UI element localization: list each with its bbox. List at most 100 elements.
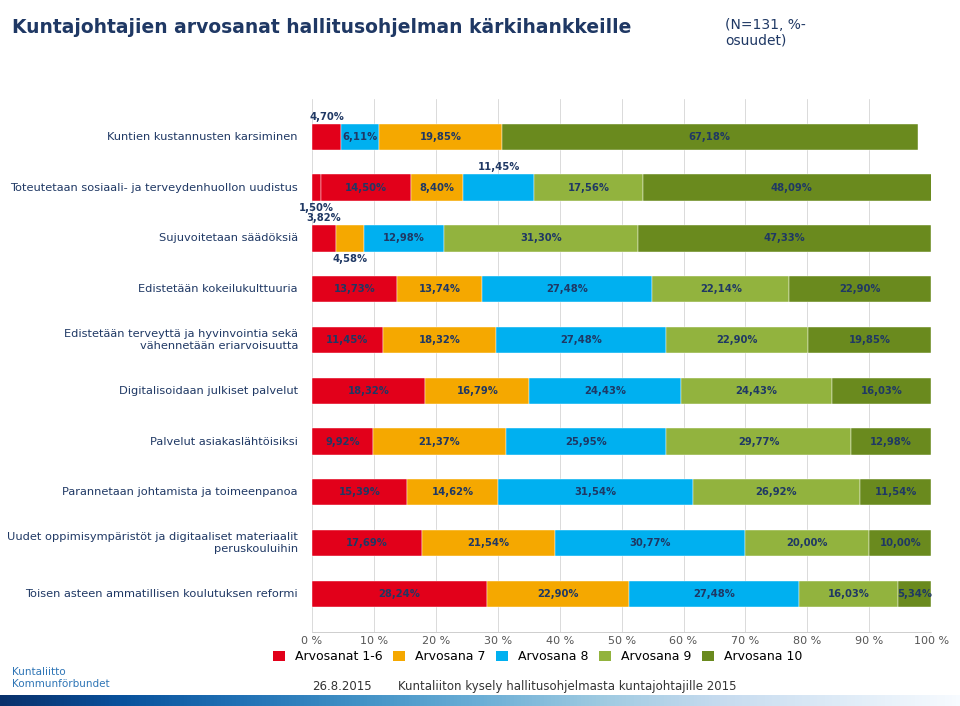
Bar (808, 327, 931, 353)
Text: 27,48%: 27,48% (561, 335, 602, 345)
Bar (851, 429, 931, 455)
Text: 16,03%: 16,03% (828, 589, 870, 599)
Text: 26,92%: 26,92% (756, 487, 797, 497)
Text: 3,82%: 3,82% (306, 213, 341, 223)
Text: 6,11%: 6,11% (343, 132, 377, 142)
Bar (487, 580, 629, 607)
Text: Toteutetaan sosiaali- ja terveydenhuollon uudistus: Toteutetaan sosiaali- ja terveydenhuollo… (11, 183, 298, 193)
Text: 9,92%: 9,92% (325, 436, 360, 446)
Bar (379, 124, 502, 150)
Bar (534, 174, 642, 201)
Bar (693, 479, 860, 505)
Legend: Arvosanat 1-6, Arvosana 7, Arvosana 8, Arvosana 9, Arvosana 10: Arvosanat 1-6, Arvosana 7, Arvosana 8, A… (268, 645, 807, 668)
Text: 12,98%: 12,98% (870, 436, 912, 446)
Text: 28,24%: 28,24% (378, 589, 420, 599)
Text: 26.8.2015: 26.8.2015 (312, 681, 372, 693)
Bar (411, 174, 463, 201)
Text: 29,77%: 29,77% (738, 436, 780, 446)
Bar (799, 580, 898, 607)
Bar (506, 429, 666, 455)
Text: 14,50%: 14,50% (345, 183, 387, 193)
Bar (860, 479, 931, 505)
Bar (666, 327, 808, 353)
Text: Edistetään terveyttä ja hyvinvointia sekä
vähennetään eriarvoisuutta: Edistetään terveyttä ja hyvinvointia sek… (64, 329, 298, 351)
Text: 11,45%: 11,45% (326, 335, 369, 345)
Bar (745, 530, 870, 556)
Text: 10,00%: 10,00% (879, 538, 921, 548)
Text: Uudet oppimisympäristöt ja digitaaliset materiaalit
peruskouluihin: Uudet oppimisympäristöt ja digitaaliset … (7, 532, 298, 554)
Text: 4,70%: 4,70% (309, 112, 344, 121)
Text: 31,54%: 31,54% (574, 487, 616, 497)
Text: 4,58%: 4,58% (332, 253, 368, 263)
Bar (341, 124, 379, 150)
Text: 14,62%: 14,62% (431, 487, 473, 497)
Text: 27,48%: 27,48% (693, 589, 734, 599)
Text: Toisen asteen ammatillisen koulutuksen reformi: Toisen asteen ammatillisen koulutuksen r… (25, 589, 298, 599)
Bar (312, 174, 322, 201)
Text: 25,95%: 25,95% (565, 436, 607, 446)
Text: 22,90%: 22,90% (839, 285, 881, 294)
Bar (407, 479, 498, 505)
Text: 21,54%: 21,54% (468, 538, 510, 548)
Bar (642, 174, 941, 201)
Text: 1,50%: 1,50% (300, 203, 334, 213)
Text: Kuntaliitto
Kommunförbundet: Kuntaliitto Kommunförbundet (12, 667, 110, 689)
Text: 17,56%: 17,56% (567, 183, 610, 193)
Text: 27,48%: 27,48% (546, 285, 588, 294)
Bar (832, 378, 931, 404)
Text: 22,14%: 22,14% (700, 285, 742, 294)
Bar (312, 530, 421, 556)
Text: 13,74%: 13,74% (419, 285, 461, 294)
Text: 19,85%: 19,85% (849, 335, 891, 345)
Text: 17,69%: 17,69% (346, 538, 388, 548)
Bar (383, 327, 496, 353)
Text: osuudet): osuudet) (725, 34, 786, 48)
Text: 20,00%: 20,00% (786, 538, 828, 548)
Text: 8,40%: 8,40% (420, 183, 455, 193)
Bar (336, 225, 364, 251)
Bar (529, 378, 681, 404)
Text: Edistetään kokeilukulttuuria: Edistetään kokeilukulttuuria (138, 285, 298, 294)
Bar (898, 580, 931, 607)
Text: 21,37%: 21,37% (419, 436, 461, 446)
Text: 18,32%: 18,32% (348, 385, 390, 396)
Bar (629, 580, 799, 607)
Bar (425, 378, 529, 404)
Text: (N=131, %-: (N=131, %- (725, 18, 805, 32)
Text: 24,43%: 24,43% (735, 385, 778, 396)
Text: Kuntaliiton kysely hallitusohjelmasta kuntajohtajille 2015: Kuntaliiton kysely hallitusohjelmasta ku… (398, 681, 737, 693)
Bar (364, 225, 444, 251)
Text: Kuntajohtajien arvosanat hallitusohjelman kärkihankkeille: Kuntajohtajien arvosanat hallitusohjelma… (12, 18, 632, 37)
Text: 5,34%: 5,34% (897, 589, 932, 599)
Text: 13,73%: 13,73% (334, 285, 375, 294)
Bar (312, 276, 397, 302)
Bar (652, 276, 789, 302)
Text: 48,09%: 48,09% (771, 183, 812, 193)
Bar (482, 276, 652, 302)
Text: 31,30%: 31,30% (520, 234, 563, 244)
Bar (502, 124, 918, 150)
Bar (496, 327, 666, 353)
Bar (322, 174, 411, 201)
Text: 11,54%: 11,54% (875, 487, 917, 497)
Bar (870, 530, 931, 556)
Text: 12,98%: 12,98% (383, 234, 425, 244)
Text: 67,18%: 67,18% (689, 132, 731, 142)
Bar (312, 580, 487, 607)
Bar (312, 378, 425, 404)
Bar (444, 225, 638, 251)
Text: 16,79%: 16,79% (457, 385, 498, 396)
Bar (312, 327, 383, 353)
Bar (638, 225, 931, 251)
Bar (789, 276, 931, 302)
Text: 19,85%: 19,85% (420, 132, 462, 142)
Bar (312, 124, 341, 150)
Bar (463, 174, 534, 201)
Bar (498, 479, 693, 505)
Text: 16,03%: 16,03% (860, 385, 902, 396)
Bar (666, 429, 851, 455)
Bar (397, 276, 482, 302)
Text: 11,45%: 11,45% (477, 162, 519, 172)
Text: 15,39%: 15,39% (339, 487, 380, 497)
Bar (373, 429, 506, 455)
